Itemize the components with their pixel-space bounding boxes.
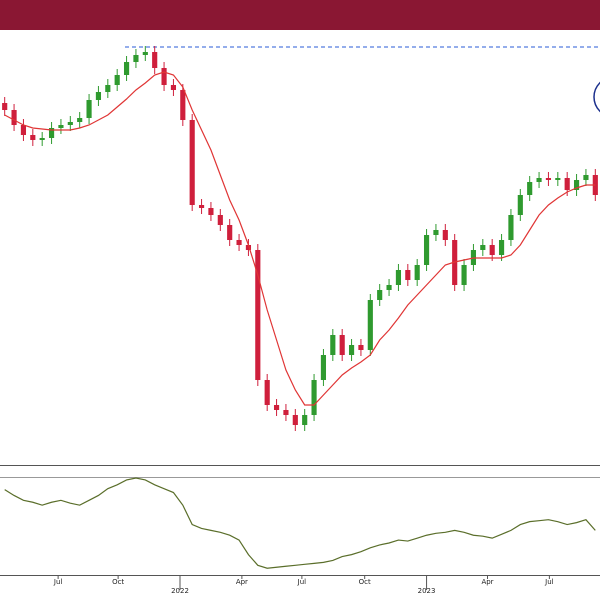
candle-body — [217, 215, 223, 225]
candle-body — [255, 250, 261, 380]
x-tick-label: 2023 — [418, 587, 436, 595]
candle-body — [39, 138, 45, 140]
candle-body — [95, 92, 102, 100]
header-bar — [0, 0, 600, 30]
candle-body — [498, 240, 505, 255]
candle-body — [180, 90, 186, 120]
candle-body — [264, 380, 270, 405]
candle-body — [86, 100, 92, 118]
candle-body — [461, 265, 467, 285]
candle-body — [423, 235, 430, 265]
candle-body — [367, 300, 373, 350]
candle-body — [348, 345, 355, 355]
candle-body — [142, 52, 148, 55]
candle-body — [386, 285, 392, 290]
candle-body — [283, 410, 289, 415]
candle-body — [189, 120, 195, 205]
x-tick-label: 2022 — [171, 587, 189, 595]
candle-body — [133, 55, 139, 62]
candle-body — [208, 208, 214, 215]
candle-body — [114, 75, 120, 85]
candle-body — [67, 122, 73, 125]
candle-body — [227, 225, 233, 240]
candle-body — [2, 103, 8, 110]
x-tick-label: Oct — [112, 578, 124, 586]
candle-body — [339, 335, 345, 355]
candle-body — [236, 240, 242, 245]
candle-body — [11, 110, 17, 125]
candle-body — [245, 245, 252, 250]
annotation-circle — [593, 81, 600, 113]
candle-body — [302, 415, 308, 425]
candle-body — [161, 68, 167, 85]
candle-body — [105, 85, 111, 92]
candle-body — [555, 178, 561, 180]
candle-body — [508, 215, 514, 240]
candle-body — [123, 62, 130, 75]
candle-body — [489, 245, 495, 255]
candle-body — [480, 245, 486, 250]
candle-body — [405, 270, 411, 280]
candle-body — [527, 182, 533, 195]
candle-body — [198, 205, 205, 208]
line-series — [4, 71, 596, 406]
x-tick-label: Jul — [544, 578, 554, 586]
x-tick-label: Jul — [53, 578, 63, 586]
candle-body — [311, 380, 317, 415]
candle-body — [433, 230, 439, 235]
candle-body — [536, 178, 542, 182]
x-tick-label: Oct — [359, 578, 371, 586]
candle-body — [170, 85, 177, 90]
candle-body — [592, 175, 598, 195]
candle-body — [517, 195, 523, 215]
candle-body — [48, 128, 55, 138]
candle-body — [152, 52, 158, 68]
candle-body — [414, 265, 420, 280]
line-series — [4, 477, 596, 569]
candle-body — [573, 180, 580, 190]
candle-body — [77, 118, 83, 122]
candle-body — [330, 335, 336, 355]
x-tick-label: Apr — [481, 578, 493, 586]
candle-body — [377, 290, 383, 300]
candle-body — [320, 355, 327, 380]
x-tick-label: Apr — [236, 578, 248, 586]
candle-body — [442, 230, 448, 240]
candle-body — [358, 345, 364, 350]
candle-body — [292, 415, 298, 425]
candle-body — [20, 125, 27, 135]
candle-body — [58, 125, 64, 128]
candle-body — [583, 175, 589, 180]
candle-body — [273, 405, 280, 410]
candle-body — [30, 135, 36, 140]
candle-body — [564, 178, 570, 190]
candle-body — [545, 178, 552, 180]
x-tick-label: Jul — [297, 578, 307, 586]
candle-body — [395, 270, 402, 285]
